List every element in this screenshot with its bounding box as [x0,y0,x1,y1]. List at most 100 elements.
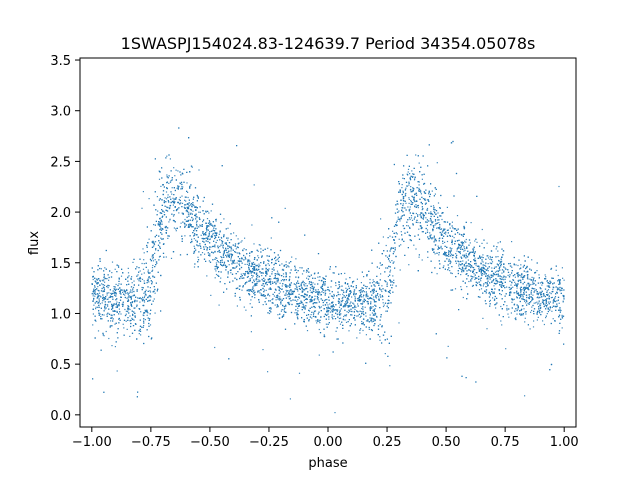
data-point [118,308,120,310]
data-point [520,291,522,293]
data-point [210,224,212,226]
data-point [272,293,274,295]
data-point [159,212,161,214]
data-point [382,236,384,238]
data-point [311,317,313,319]
data-point [195,218,197,220]
data-point [391,260,393,262]
data-point [111,314,113,316]
data-point [401,209,403,212]
data-point [123,327,125,329]
data-point [516,272,518,274]
data-point [327,304,329,306]
data-point [471,285,474,287]
data-point [424,199,426,201]
data-point [365,315,367,317]
data-point [323,300,326,302]
data-point [95,308,97,310]
data-point [97,306,99,308]
data-point [348,330,350,332]
data-point [557,274,559,277]
data-point [240,241,242,243]
data-point [339,294,341,296]
data-point [489,255,491,258]
data-point [476,241,478,243]
data-point [483,247,485,249]
data-point [392,262,394,264]
data-point [93,297,95,300]
data-point [273,277,275,280]
data-point [340,317,342,319]
data-point [362,300,364,302]
data-point [524,317,526,319]
data-point [118,303,120,305]
data-point [405,209,407,211]
data-point [491,261,494,263]
data-point [238,260,240,262]
data-point [227,239,229,241]
data-point [511,281,513,283]
data-point [449,227,451,229]
data-point [264,295,266,297]
data-point [116,298,118,300]
data-point [512,279,515,281]
data-point [206,218,209,220]
data-point [479,278,481,280]
data-point [313,302,315,304]
data-point [230,257,232,259]
data-point [339,285,341,287]
data-point [204,233,206,235]
data-point [407,247,409,249]
data-point [127,272,130,274]
data-point [374,304,376,306]
data-point [418,184,420,186]
data-point [94,291,96,293]
data-point [561,317,564,319]
data-point [178,198,180,201]
data-point [209,248,211,250]
data-point [386,250,388,252]
data-point [515,317,517,319]
data-point [551,306,553,308]
data-point [338,320,340,322]
data-point [142,248,144,250]
data-point [219,231,221,233]
data-point [529,328,531,330]
data-point [487,257,490,259]
data-point [370,285,373,287]
data-point [265,289,267,291]
data-point [146,329,148,331]
data-point [311,299,313,301]
data-point [204,253,206,255]
data-point [510,288,512,290]
data-point [220,256,222,258]
data-point [185,224,188,226]
data-point [474,240,476,242]
data-point [412,224,414,226]
data-point [197,197,199,199]
data-point [294,299,296,301]
data-point [474,278,476,280]
data-point [322,277,324,279]
data-point [166,198,168,200]
data-point [277,314,279,316]
data-point [350,291,352,293]
data-point [314,298,316,300]
data-point [509,291,511,294]
data-point [202,221,204,223]
data-point [537,294,539,296]
data-point [389,269,392,271]
data-point [298,287,301,290]
data-point [149,290,151,292]
data-point [514,318,516,320]
data-point [465,241,467,243]
data-point [267,259,269,261]
data-point [235,266,237,268]
data-point [251,277,253,279]
data-point [547,301,549,303]
data-point [559,289,561,291]
data-point [104,281,106,283]
data-point [187,196,189,199]
data-point [167,237,169,239]
data-point [94,295,96,297]
